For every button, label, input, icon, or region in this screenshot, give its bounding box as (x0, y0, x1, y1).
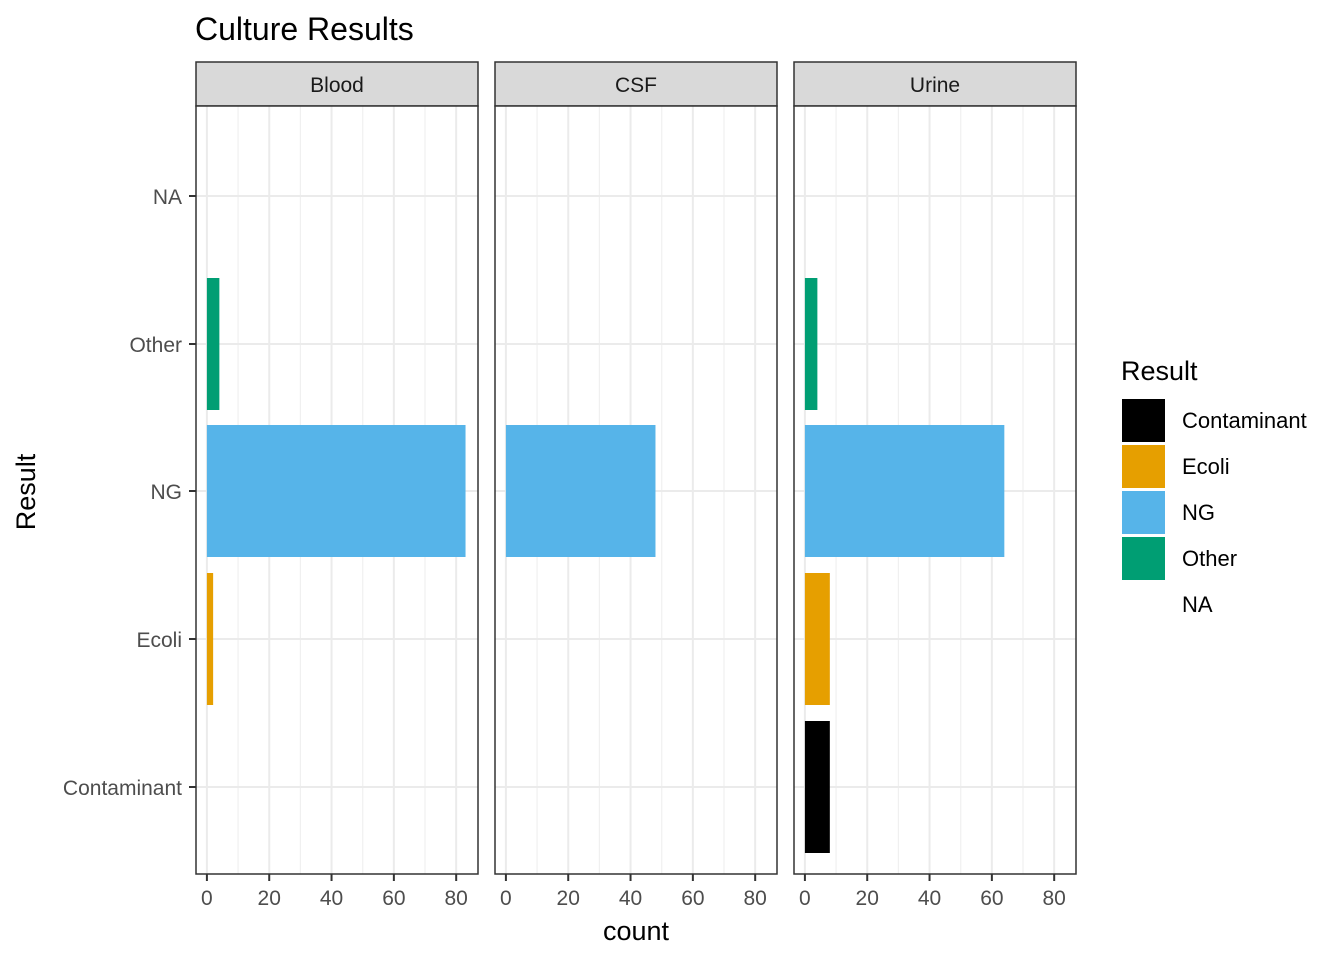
chart-title: Culture Results (195, 11, 414, 47)
y-tick-label-other: Other (129, 334, 182, 357)
x-tick-label: 0 (500, 887, 512, 910)
y-tick-label-na: NA (153, 186, 182, 209)
facet-urine: Urine 0 20 40 60 80 (793, 61, 1077, 910)
facet-csf: CSF 0 20 40 60 80 (494, 61, 778, 910)
bar-urine-ng (804, 425, 1005, 557)
x-tick-label: 40 (619, 887, 642, 910)
bar-blood-ng (206, 425, 466, 557)
x-tick-label: 60 (980, 887, 1003, 910)
x-tick-label: 80 (445, 887, 468, 910)
y-tick-label-contaminant: Contaminant (63, 777, 182, 800)
legend-key-ng (1122, 491, 1165, 534)
legend-label-other: Other (1182, 546, 1237, 571)
panel-border (195, 105, 479, 875)
facet-strip-label: Blood (310, 74, 364, 97)
x-tick-label: 60 (382, 887, 405, 910)
legend-title: Result (1121, 356, 1198, 386)
legend-item-ecoli: Ecoli (1122, 445, 1230, 488)
x-tick-label: 0 (201, 887, 213, 910)
bar-urine-contaminant (804, 721, 830, 853)
facet-blood: Blood 0 20 40 60 80 (195, 61, 479, 910)
facet-strip (494, 61, 778, 107)
legend-item-ng: NG (1122, 491, 1215, 534)
bar-csf-ng (505, 425, 656, 557)
legend-label-contaminant: Contaminant (1182, 408, 1307, 433)
facet-strip-label: CSF (615, 74, 657, 97)
legend-item-na: NA (1122, 583, 1213, 626)
facet-strip-label: Urine (910, 74, 960, 97)
legend-label-na: NA (1182, 592, 1213, 617)
y-tick-label-ng: NG (151, 481, 183, 504)
legend-label-ecoli: Ecoli (1182, 454, 1230, 479)
x-tick-label: 60 (681, 887, 704, 910)
x-axis-label: count (603, 916, 670, 946)
legend-item-contaminant: Contaminant (1122, 399, 1307, 442)
x-tick-label: 40 (918, 887, 941, 910)
facet-strip (195, 61, 479, 107)
legend-key-ecoli (1122, 445, 1165, 488)
legend-key-na (1122, 583, 1165, 626)
legend-key-other (1122, 537, 1165, 580)
legend-label-ng: NG (1182, 500, 1215, 525)
bar-urine-other (804, 278, 818, 410)
facet-strip (793, 61, 1077, 107)
x-tick-label: 0 (799, 887, 811, 910)
bar-urine-ecoli (804, 573, 830, 705)
x-tick-label: 80 (744, 887, 767, 910)
y-tick-label-ecoli: Ecoli (136, 629, 182, 652)
x-tick-label: 20 (258, 887, 281, 910)
panel-border (494, 105, 778, 875)
y-axis-label: Result (11, 453, 41, 530)
x-tick-label: 20 (856, 887, 879, 910)
x-tick-label: 20 (557, 887, 580, 910)
x-tick-label: 40 (320, 887, 343, 910)
bar-blood-other (206, 278, 220, 410)
panel-border (793, 105, 1077, 875)
bar-blood-ecoli (206, 573, 214, 705)
legend-key-contaminant (1122, 399, 1165, 442)
legend-item-other: Other (1122, 537, 1237, 580)
x-tick-label: 80 (1043, 887, 1066, 910)
legend: Result Contaminant Ecoli NG Other NA (1121, 356, 1307, 626)
